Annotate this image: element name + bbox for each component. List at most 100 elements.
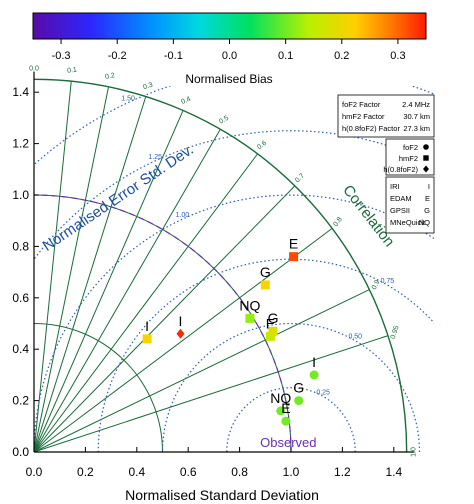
correlation-tick-label: 0.7 <box>294 172 306 184</box>
colorbar-ticks: -0.3 -0.2 -0.1 0.0 0.1 0.2 0.3 <box>52 39 406 62</box>
correlation-ray <box>33 289 370 453</box>
y-tick-label: 0.2 <box>12 394 29 408</box>
point-label: I <box>179 313 183 329</box>
error-contour <box>161 322 421 452</box>
point-label: G <box>268 310 279 326</box>
factor-value-0: 2.4 MHz <box>402 100 430 109</box>
error-contour <box>97 258 434 452</box>
model-legend-abbr-3: NQ <box>419 218 430 227</box>
error-contour-label: 1.00 <box>176 212 190 219</box>
colorbar-label: Normalised Bias <box>185 72 272 86</box>
point-label: G <box>260 264 271 280</box>
correlation-ray <box>33 335 389 453</box>
model-legend-name-3: MNeQuick <box>390 218 425 227</box>
y-tick-label: 1.2 <box>12 137 29 151</box>
point-label: NQ <box>270 390 291 406</box>
point-marker-circle <box>309 370 319 380</box>
error-contour-label: 1.25 <box>148 154 162 161</box>
error-contour-label: 1.50 <box>121 96 135 103</box>
y-tick-label: 0.4 <box>12 342 29 356</box>
error-contours <box>34 86 434 452</box>
correlation-ray <box>33 228 333 453</box>
point-label: E <box>289 236 298 252</box>
correlation-ray <box>33 86 110 453</box>
colorbar-tick-label: -0.1 <box>164 50 183 62</box>
correlation-tick-label: 0.4 <box>180 96 192 106</box>
point-marker-square <box>245 313 255 323</box>
correlation-ray <box>33 129 221 453</box>
x-tick-label: 1.0 <box>283 465 300 479</box>
correlation-tick-label: 0.9 <box>371 279 382 291</box>
point-marker-diamond <box>176 328 185 339</box>
circle-marker-icon <box>423 144 429 150</box>
point-marker-circle <box>276 406 286 416</box>
y-tick-label: 0.0 <box>12 445 29 459</box>
correlation-tick-label: 0.95 <box>390 325 401 340</box>
x-tick-label: 0.6 <box>180 465 197 479</box>
correlation-ray <box>33 185 296 453</box>
point-marker-square <box>289 252 299 262</box>
point-marker-square <box>268 326 278 336</box>
point-marker-square <box>265 331 275 341</box>
param-legend: foF2 hmF2 h(0.8foF2) <box>383 138 435 176</box>
factors-box: foF2 Factor 2.4 MHz hmF2 Factor 30.7 km … <box>337 94 435 138</box>
model-legend-abbr-2: G <box>424 206 430 215</box>
diamond-marker-icon <box>423 165 429 173</box>
error-contour-labels: 0.25 0.50 0.75 1.00 1.25 1.50 <box>121 96 394 397</box>
param-legend-label-1: hmF2 <box>399 154 418 163</box>
correlation-tick-label: 0.2 <box>105 72 116 81</box>
point-marker-square <box>142 334 152 344</box>
std-arc <box>33 78 408 453</box>
factor-value-2: 27.3 km <box>403 124 430 133</box>
model-legend-name-0: IRI <box>390 182 400 191</box>
plot-axes: 0.0 0.0 0.2 0.2 0.4 0.4 0.6 0.6 0.8 0.8 1.0 1.0 1.2 1… <box>12 71 415 479</box>
point-label: NQ <box>239 297 260 313</box>
factor-name-1: hmF2 Factor <box>342 112 385 121</box>
correlation-ray <box>33 110 184 453</box>
correlation-tick-label: 0.8 <box>332 216 344 228</box>
correlation-tick-label: 0.0 <box>29 65 39 72</box>
colorbar-tick-label: -0.2 <box>108 50 127 62</box>
x-tick-label: 0.0 <box>26 465 43 479</box>
error-contour-label: 0.50 <box>348 334 362 341</box>
model-legend-name-1: EDAM <box>390 194 412 203</box>
colorbar-tick-label: 0.0 <box>222 50 237 62</box>
model-legend: IRI I EDAM E GPSII G MNeQuick NQ <box>385 176 435 234</box>
observed-label: Observed <box>260 435 316 450</box>
model-legend-abbr-1: E <box>425 194 430 203</box>
error-contour-label: 0.25 <box>316 389 330 396</box>
colorbar-tick-label: 0.3 <box>390 50 405 62</box>
point-marker-circle <box>281 416 291 426</box>
model-legend-abbr-0: I <box>428 182 430 191</box>
y-tick-label: 0.6 <box>12 291 29 305</box>
y-tick-label: 0.8 <box>12 239 29 253</box>
colorbar-tick-label: 0.2 <box>334 50 349 62</box>
y-tick-label: 1.4 <box>12 85 29 99</box>
x-tick-label: 1.2 <box>334 465 351 479</box>
colorbar-tick-label: -0.3 <box>52 50 71 62</box>
correlation-tick-label: 0.6 <box>256 140 268 152</box>
correlation-ray <box>33 153 258 453</box>
colorbar-tick-label: 0.1 <box>278 50 293 62</box>
point-marker-circle <box>294 396 304 406</box>
x-axis-label: Normalised Standard Deviation <box>125 487 319 503</box>
point-label: G <box>293 380 304 396</box>
x-tick-label: 0.4 <box>128 465 145 479</box>
point-label: E <box>266 315 275 331</box>
param-legend-label-2: h(0.8foF2) <box>383 165 418 174</box>
y-tick-label: 1.0 <box>12 188 29 202</box>
error-contour-label: 0.75 <box>381 278 395 285</box>
x-tick-label: 1.4 <box>385 465 402 479</box>
correlation-ray <box>33 81 72 453</box>
x-tick-label: 0.2 <box>77 465 94 479</box>
point-label: I <box>312 354 316 370</box>
std-arc <box>33 323 163 453</box>
correlation-ray <box>33 96 147 453</box>
param-legend-label-0: foF2 <box>403 143 418 152</box>
error-contour <box>226 387 356 452</box>
correlation-tick-label: 0.5 <box>218 115 230 126</box>
correlation-tick-label: 0.1 <box>67 67 77 75</box>
point-marker-square <box>260 280 270 290</box>
